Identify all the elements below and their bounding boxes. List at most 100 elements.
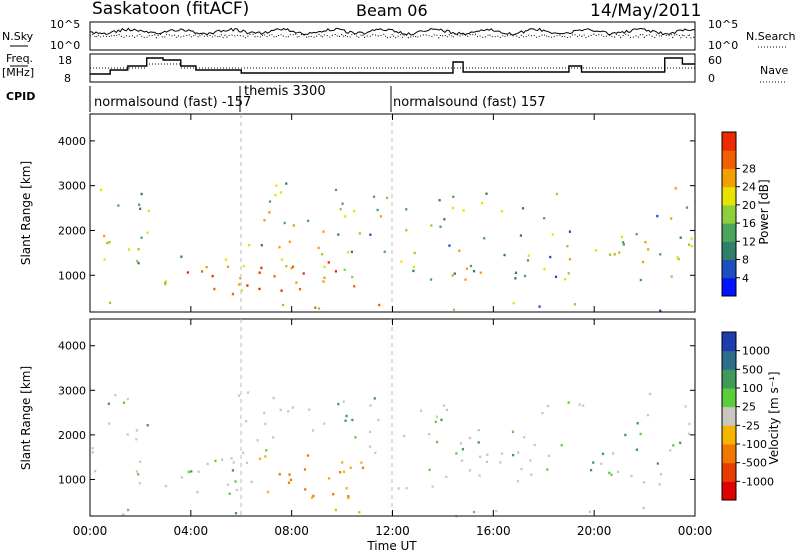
echo-cell (656, 214, 659, 218)
noise-sky-line (89, 27, 696, 36)
echo-cell (578, 403, 581, 406)
echo-cell (146, 231, 149, 234)
noise-search-label: N.Search (746, 30, 796, 43)
echo-cell (468, 469, 472, 472)
echo-cell (137, 203, 141, 206)
colorbar-segment (722, 481, 736, 501)
echo-cell (448, 244, 451, 247)
echo-cell (334, 508, 338, 512)
echo-cell (468, 436, 472, 440)
echo-cell (197, 470, 200, 473)
cpid-segment-2: themis 3300 (244, 84, 326, 99)
time-axis-ticks: 00:00 04:00 08:00 12:00 16:00 20:00 00:00 (73, 114, 712, 538)
freq-label-line2: [MHz] (2, 66, 34, 79)
echo-cell (543, 267, 546, 271)
echo-cell (376, 208, 379, 212)
echo-cell (521, 207, 525, 210)
velocity-colorbar-label: Velocity [m s⁻¹] (767, 371, 781, 464)
echo-cell (608, 253, 612, 256)
echo-cell (334, 270, 338, 273)
echo-cell (127, 248, 131, 251)
echo-cell (679, 441, 682, 445)
colorbar-segment (722, 241, 736, 261)
echo-cell (674, 187, 677, 190)
echo-cell (455, 452, 458, 455)
echo-cell (289, 478, 293, 482)
cpid-row: CPID normalsound (fast) -157 themis 3300… (6, 84, 546, 112)
echo-cell (304, 488, 307, 491)
noise-left-tick-bottom: 10^0 (50, 39, 80, 52)
echo-cell (322, 230, 325, 233)
echo-cell (258, 287, 261, 291)
echo-cell (108, 240, 111, 244)
beam-label: Beam 06 (356, 1, 428, 20)
echo-cell (538, 305, 541, 308)
echo-cell (323, 422, 326, 425)
echo-cell (234, 511, 238, 515)
echo-cell (405, 228, 408, 232)
echo-cell (462, 209, 465, 212)
echo-cell (514, 277, 517, 280)
echo-cell (461, 448, 465, 451)
echo-cell (526, 259, 530, 262)
echo-cell (287, 481, 291, 484)
velocity-y-ticks: 1000 2000 3000 4000 (58, 340, 695, 486)
echo-cell (345, 414, 348, 418)
echo-cell (272, 396, 275, 400)
echo-cell (397, 487, 400, 490)
x-tick-label: 20:00 (577, 524, 612, 538)
echo-cell (610, 473, 613, 476)
echo-cell (541, 411, 544, 415)
power-colorbar-label: Power [dB] (757, 179, 771, 244)
echo-cell (263, 411, 266, 415)
echo-cell (369, 233, 372, 236)
echo-cell (140, 192, 143, 196)
colorbar-segment (722, 132, 736, 151)
date-label: 14/May/2011 (590, 1, 702, 21)
echo-cell (648, 392, 652, 396)
echo-cell (135, 438, 138, 441)
echo-cell (445, 475, 448, 479)
echo-cell (635, 232, 638, 236)
echo-cell (312, 494, 315, 498)
velocity-panel: Slant Range [km] 1000 2000 3000 4000 1000 50… (19, 318, 781, 518)
echo-cell (332, 492, 335, 496)
echo-cell (618, 251, 621, 254)
echo-cell (677, 257, 680, 261)
echo-cell (224, 258, 227, 261)
echo-cell (383, 250, 386, 253)
power-panel: Slant Range [km] 1000 2000 3000 4000 4 8 12 16… (19, 113, 771, 313)
echo-cell (234, 480, 237, 483)
colorbar-tick-label: 20 (742, 199, 756, 212)
echo-cell (250, 480, 253, 484)
echo-cell (630, 474, 633, 478)
echo-cell (551, 233, 554, 236)
echo-cell (485, 192, 488, 195)
echo-cell (368, 445, 372, 448)
colorbar-tick-label: 4 (742, 272, 749, 285)
echo-cell (520, 467, 523, 471)
echo-cell (659, 253, 662, 256)
colorbar-segment (722, 462, 736, 482)
echo-cell (430, 224, 433, 227)
echo-cell (302, 272, 305, 275)
echo-cell (322, 280, 325, 283)
echo-cell (353, 285, 356, 288)
echo-cell (246, 284, 249, 287)
echo-cell (644, 240, 647, 244)
echo-cell (107, 402, 110, 405)
echo-cell (275, 184, 278, 187)
echo-cell (344, 419, 347, 422)
echo-cell (436, 440, 439, 444)
echo-cell (108, 301, 112, 305)
echo-cell (477, 441, 480, 444)
echo-cell (589, 468, 593, 472)
echo-cell (517, 451, 520, 454)
echo-cell (114, 394, 117, 397)
cpid-label: CPID (6, 90, 35, 103)
echo-cell (205, 265, 208, 269)
echo-cell (323, 265, 326, 268)
echo-cell (646, 413, 649, 417)
echo-cell (635, 448, 639, 451)
echo-cell (271, 436, 275, 439)
